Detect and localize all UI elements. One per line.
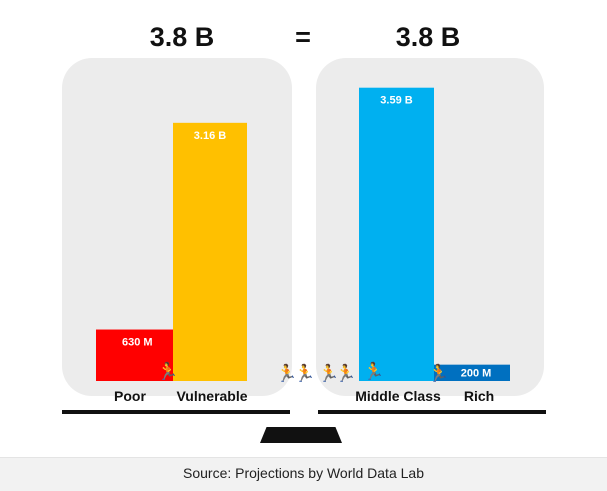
- bar-poor: [96, 329, 173, 381]
- scale-stand: [260, 427, 342, 443]
- right-scale-beam: [318, 410, 546, 414]
- data-label-vulnerable: 3.16 B: [194, 130, 226, 142]
- bar-middle-class: [359, 87, 434, 382]
- category-label-rich: Rich: [464, 388, 494, 404]
- right-group-total: 3.8 B: [395, 22, 461, 52]
- person-running-icon: 🏃: [276, 363, 297, 384]
- category-label-poor: Poor: [114, 388, 146, 404]
- bar-vulnerable: [173, 122, 247, 381]
- person-running-icon: 🏃: [318, 363, 339, 384]
- data-label-poor: 630 M: [122, 337, 153, 349]
- left-group-total: 3.8 B: [149, 22, 215, 52]
- person-running-icon: 🏃: [428, 363, 449, 384]
- left-scale-beam: [62, 410, 290, 414]
- data-label-rich: 200 M: [461, 368, 492, 380]
- person-running-icon: 🏃: [363, 361, 384, 382]
- data-label-middle-class: 3.59 B: [380, 95, 412, 107]
- equals-sign: =: [295, 22, 311, 52]
- person-running-icon: 🏃: [157, 361, 178, 382]
- person-running-icon: 🏃: [335, 363, 356, 384]
- category-label-vulnerable: Vulnerable: [176, 388, 247, 404]
- person-running-icon: 🏃: [294, 363, 315, 384]
- bar-rich: [434, 364, 510, 381]
- category-label-middle-class: Middle Class: [355, 388, 441, 404]
- source-note: Source: Projections by World Data Lab: [0, 457, 607, 491]
